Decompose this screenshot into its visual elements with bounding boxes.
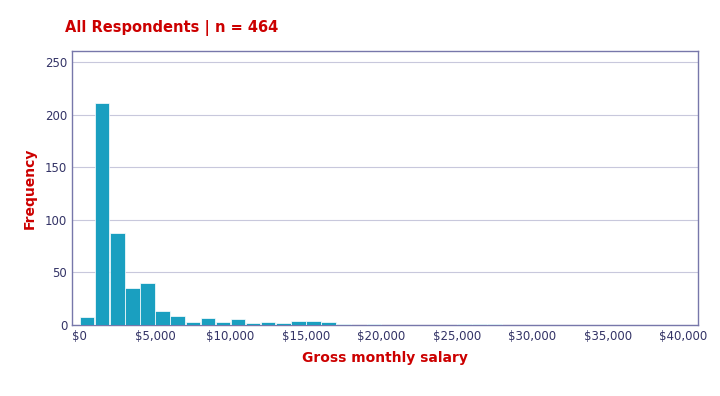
Bar — [472, 324, 487, 325]
Bar — [201, 318, 215, 325]
Bar — [321, 322, 336, 325]
Bar — [95, 103, 109, 325]
Bar — [457, 324, 472, 325]
Bar — [366, 324, 381, 325]
Bar — [231, 320, 246, 325]
Bar — [261, 322, 276, 325]
Bar — [156, 311, 170, 325]
Bar — [291, 320, 306, 325]
X-axis label: Gross monthly salary: Gross monthly salary — [302, 351, 468, 365]
Text: All Respondents | n = 464: All Respondents | n = 464 — [65, 20, 278, 36]
Bar — [276, 323, 291, 325]
Bar — [216, 322, 230, 325]
Bar — [487, 324, 502, 325]
Bar — [306, 320, 320, 325]
Bar — [140, 283, 155, 325]
Bar — [246, 323, 261, 325]
Bar — [186, 322, 200, 325]
Bar — [336, 324, 351, 325]
Y-axis label: Frequency: Frequency — [22, 147, 37, 229]
Bar — [125, 288, 140, 325]
Bar — [171, 316, 185, 325]
Bar — [80, 317, 94, 325]
Bar — [110, 233, 125, 325]
